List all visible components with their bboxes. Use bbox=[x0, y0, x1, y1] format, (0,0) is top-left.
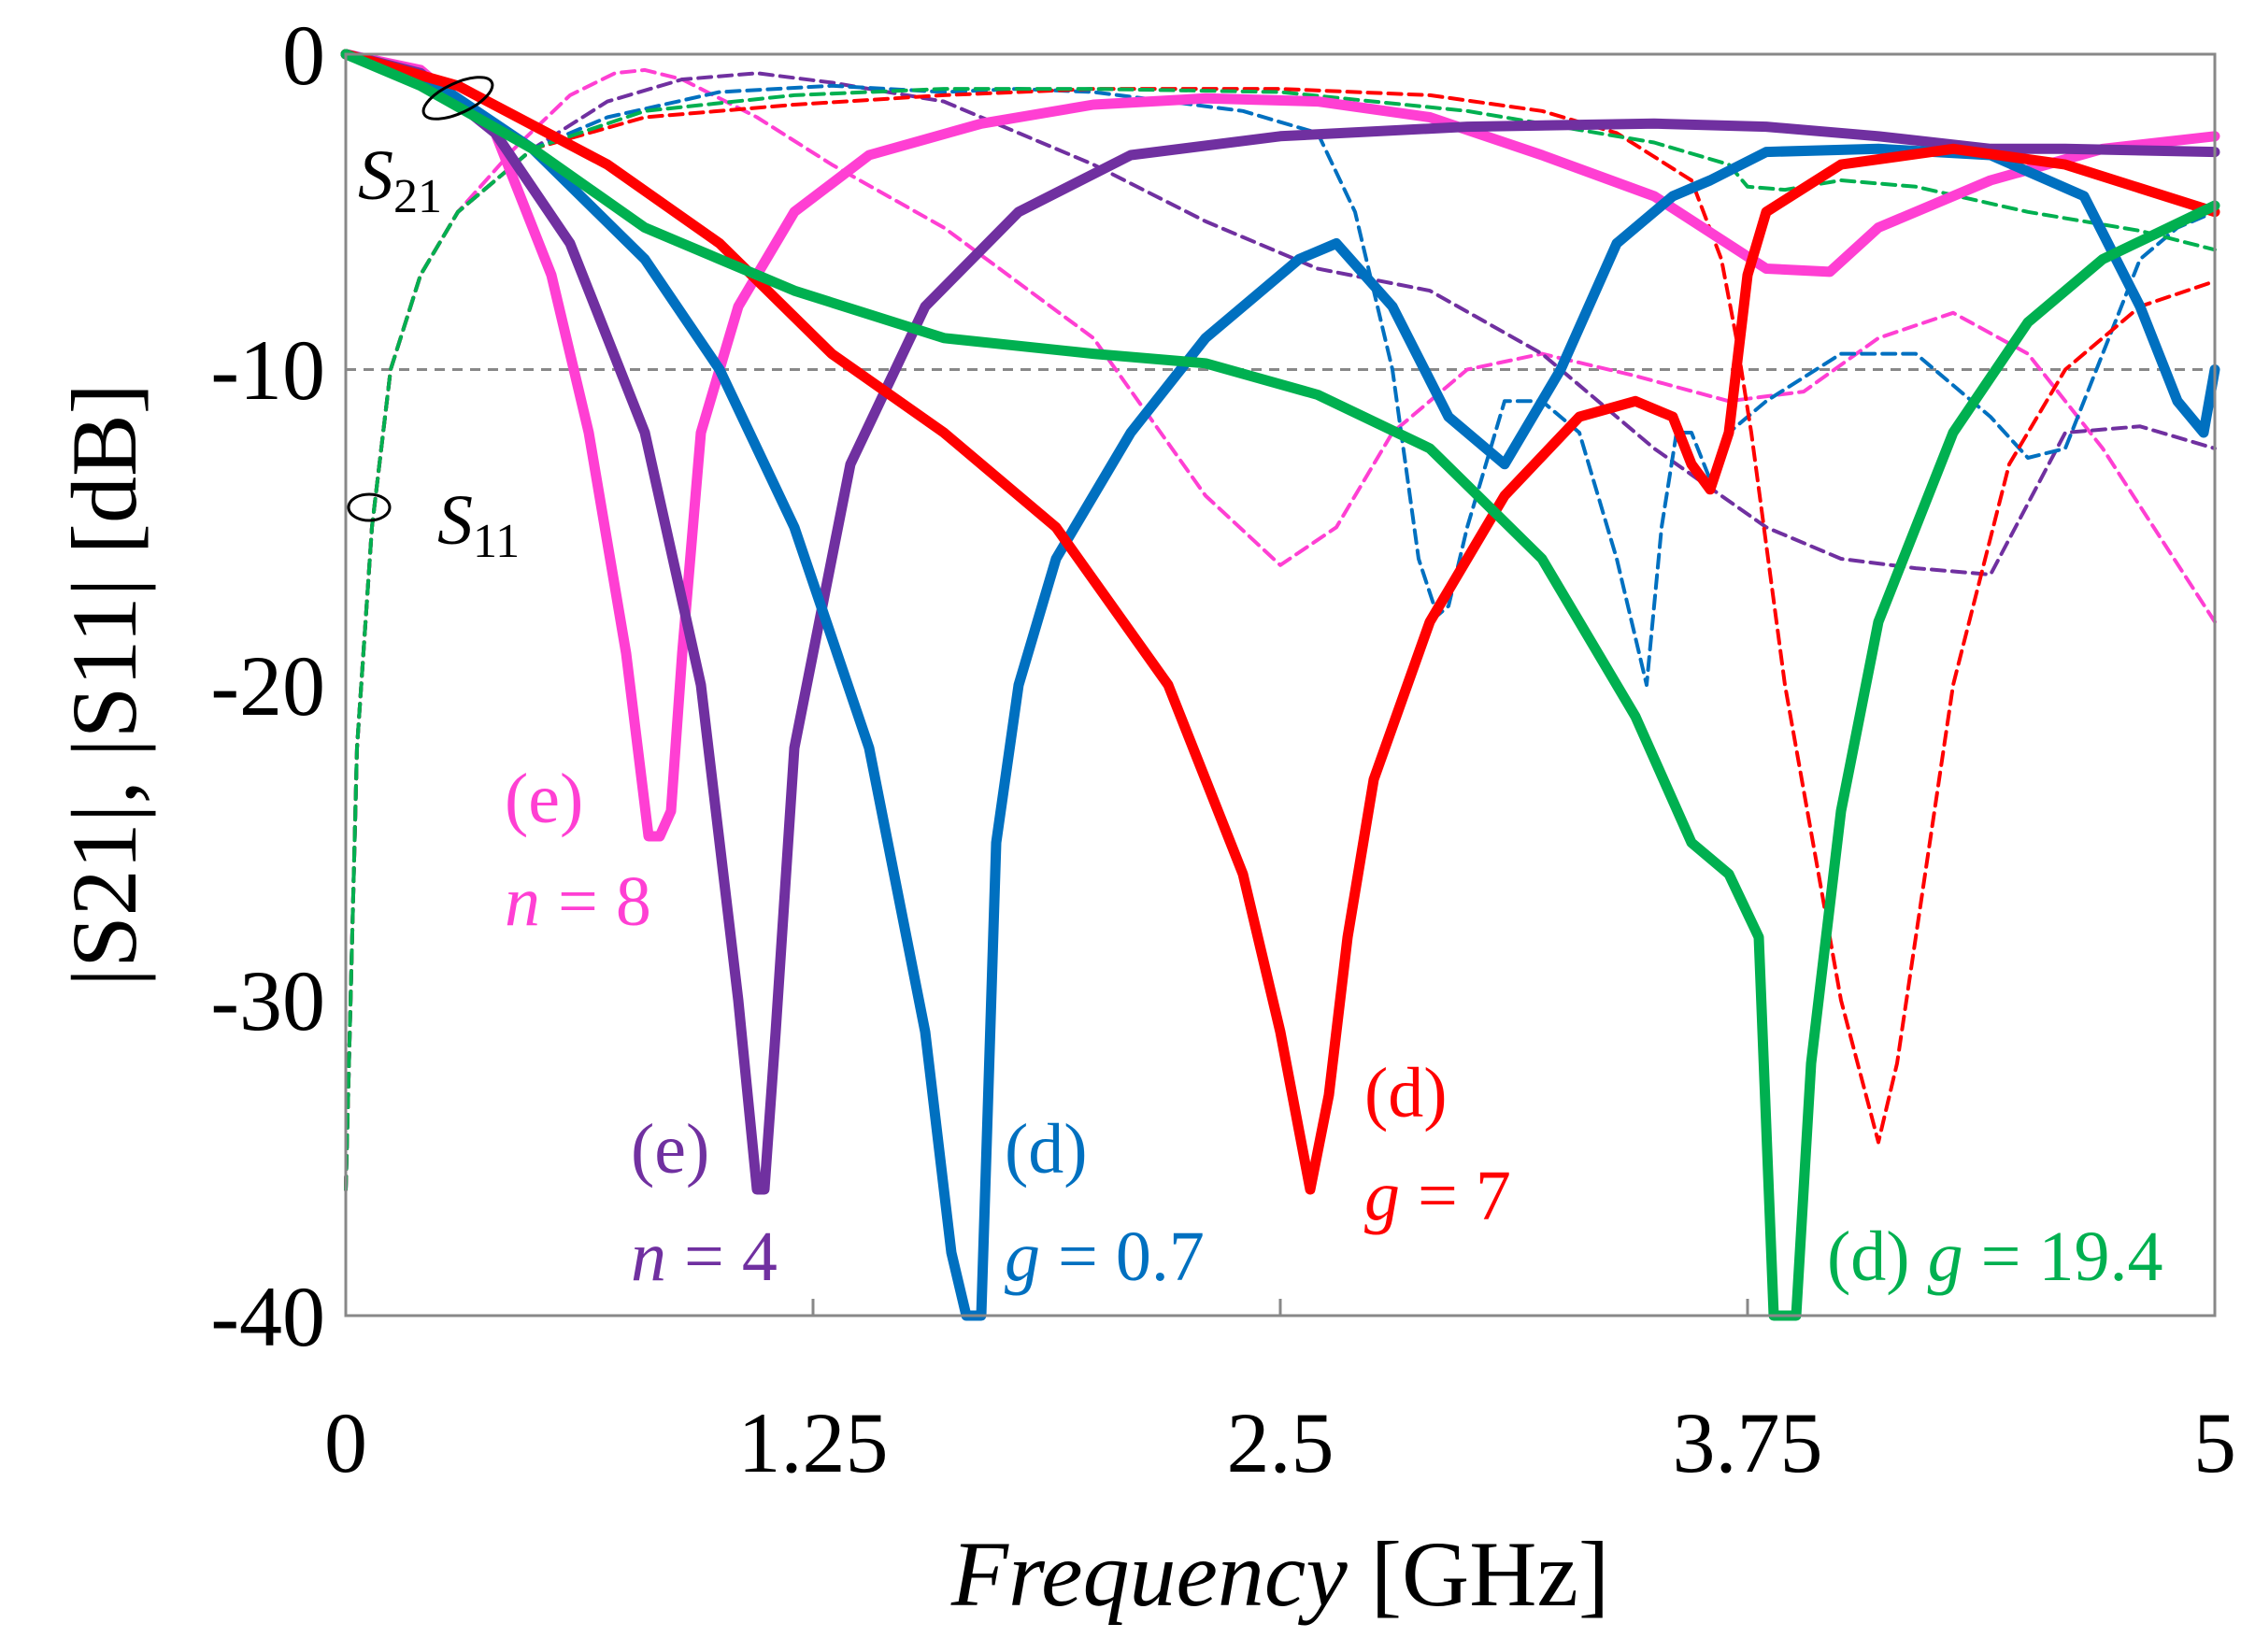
x-tick-labels: 0 1.25 2.5 3.75 5 bbox=[324, 1395, 2236, 1490]
label-d-g7-value: g = 7 bbox=[1364, 1157, 1511, 1235]
y-tick-minus-20: -20 bbox=[210, 638, 325, 733]
series-line-s11-9 bbox=[344, 87, 2217, 1191]
label-d-g194: (d) g = 19.4 bbox=[1827, 1218, 2163, 1296]
series-line-s21-3 bbox=[340, 49, 2220, 1195]
label-e-n4: (e) n = 4 bbox=[631, 1110, 778, 1296]
x-tick-1-25: 1.25 bbox=[738, 1395, 889, 1490]
label-e-n8: (e) n = 8 bbox=[505, 760, 651, 941]
s21-label: S21 bbox=[358, 136, 442, 223]
label-d-g7: (d) g = 7 bbox=[1364, 1054, 1511, 1235]
label-e-n8-tag: (e) bbox=[505, 760, 583, 838]
label-d-g194-value: (d) g = 19.4 bbox=[1827, 1218, 2163, 1296]
plot-area bbox=[346, 54, 2215, 1316]
x-tick-marks bbox=[811, 1299, 1749, 1316]
label-d-g7-tag: (d) bbox=[1364, 1054, 1448, 1132]
label-e-n4-value: n = 4 bbox=[631, 1218, 778, 1296]
s11-marker: S11 bbox=[347, 481, 520, 568]
label-d-g07: (d) g = 0.7 bbox=[1005, 1110, 1205, 1296]
x-tick-2-5: 2.5 bbox=[1227, 1395, 1334, 1490]
x-axis-title: Frequency [GHz] bbox=[950, 1522, 1609, 1626]
y-tick-labels: 0 -10 -20 -30 -40 bbox=[210, 7, 325, 1364]
series-line-s21-1 bbox=[340, 49, 2220, 1195]
x-tick-0: 0 bbox=[324, 1395, 367, 1490]
label-d-g07-tag: (d) bbox=[1005, 1110, 1088, 1189]
s21-marker: S21 bbox=[358, 76, 494, 223]
label-e-n4-tag: (e) bbox=[631, 1110, 709, 1189]
s11-label: S11 bbox=[437, 481, 520, 568]
series-line-s11-6 bbox=[344, 71, 2217, 1191]
s21-curves bbox=[340, 49, 2220, 1321]
label-d-g07-value: g = 0.7 bbox=[1005, 1218, 1205, 1296]
s11-loop-icon bbox=[347, 492, 392, 522]
series-line-s21-4 bbox=[340, 49, 2220, 1321]
y-tick-0: 0 bbox=[282, 7, 325, 103]
y-tick-minus-40: -40 bbox=[210, 1269, 325, 1364]
y-tick-minus-30: -30 bbox=[210, 953, 325, 1048]
x-tick-5: 5 bbox=[2193, 1395, 2236, 1490]
label-e-n8-value: n = 8 bbox=[505, 862, 651, 941]
x-tick-3-75: 3.75 bbox=[1673, 1395, 1823, 1490]
y-axis-title: |S21|, |S11| [dB] bbox=[52, 383, 156, 987]
y-tick-minus-10: -10 bbox=[210, 322, 325, 418]
s21-loop-icon bbox=[421, 76, 494, 121]
series-line-s21-0 bbox=[340, 49, 2220, 842]
